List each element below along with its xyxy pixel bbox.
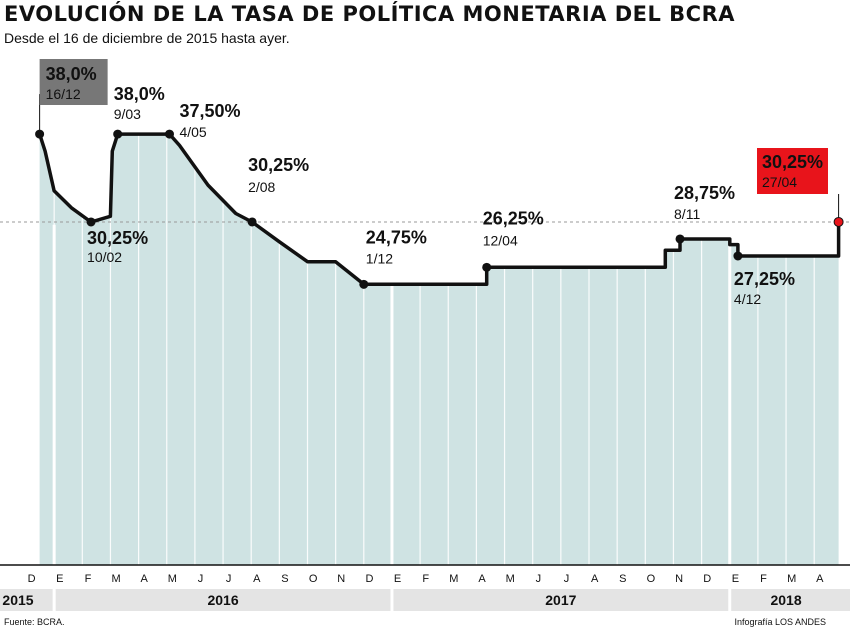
annotation-value: 24,75% <box>366 227 427 247</box>
marker <box>833 216 844 227</box>
annotation-value: 30,25% <box>248 155 309 175</box>
x-tick-label: D <box>28 573 36 585</box>
annotation-date: 16/12 <box>46 86 81 102</box>
chart-subtitle: Desde el 16 de diciembre de 2015 hasta a… <box>4 30 290 46</box>
x-tick-label: E <box>732 573 739 585</box>
x-tick-label: E <box>394 573 401 585</box>
marker <box>359 279 369 289</box>
x-tick-label: O <box>309 573 318 585</box>
annotation-date: 4/12 <box>734 291 761 307</box>
annotation-value: 28,75% <box>674 183 735 203</box>
x-tick-label: M <box>111 573 120 585</box>
year-band <box>0 589 850 611</box>
year-label: 2015 <box>2 592 33 608</box>
x-tick-label: J <box>226 573 232 585</box>
annotation-value: 38,0% <box>114 84 165 104</box>
year-label: 2018 <box>770 592 801 608</box>
x-tick-label: F <box>85 573 92 585</box>
x-tick-label: F <box>422 573 429 585</box>
annotation-date: 8/11 <box>674 206 700 222</box>
x-tick-label: F <box>760 573 767 585</box>
x-tick-label: A <box>141 573 149 585</box>
annotation-date: 1/12 <box>366 250 393 266</box>
x-tick-label: M <box>506 573 515 585</box>
year-label: 2017 <box>545 592 576 608</box>
annotation-date: 2/08 <box>248 179 275 195</box>
annotation-value: 38,0% <box>46 64 97 84</box>
x-tick-label: O <box>647 573 656 585</box>
x-tick-label: M <box>449 573 458 585</box>
x-tick-label: M <box>787 573 796 585</box>
last-value-box <box>757 148 828 194</box>
annotation-value: 30,25% <box>87 228 148 248</box>
x-tick-label: A <box>253 573 261 585</box>
annotation-date: 10/02 <box>87 249 122 265</box>
area-fill <box>39 134 839 565</box>
series-line <box>37 132 841 287</box>
x-tick-label: D <box>365 573 373 585</box>
annotation-value: 27,25% <box>734 269 795 289</box>
annotation-date: 12/04 <box>483 232 518 248</box>
annotation-value: 30,25% <box>762 152 823 172</box>
annotation-date: 9/03 <box>114 106 141 122</box>
x-tick-label: A <box>816 573 824 585</box>
source-note: Fuente: BCRA. <box>4 617 65 627</box>
x-tick-label: A <box>478 573 486 585</box>
marker <box>482 262 492 272</box>
marker <box>247 217 257 227</box>
marker <box>733 251 743 261</box>
x-tick-label: N <box>675 573 683 585</box>
annotation-value: 37,50% <box>179 101 240 121</box>
first-value-box <box>39 59 108 105</box>
marker <box>35 129 45 139</box>
x-tick-label: M <box>168 573 177 585</box>
annotation-date: 27/04 <box>762 174 797 190</box>
x-tick-label: D <box>703 573 711 585</box>
year-label: 2016 <box>207 592 238 608</box>
x-tick-label: S <box>281 573 288 585</box>
marker <box>113 129 123 139</box>
chart-title: EVOLUCIÓN DE LA TASA DE POLÍTICA MONETAR… <box>4 2 736 26</box>
x-tick-label: J <box>536 573 542 585</box>
marker <box>164 129 174 139</box>
x-tick-label: N <box>337 573 345 585</box>
x-tick-label: S <box>619 573 626 585</box>
credit-note: Infografía LOS ANDES <box>734 617 826 627</box>
x-tick-label: E <box>56 573 63 585</box>
x-tick-label: A <box>591 573 599 585</box>
x-tick-label: J <box>198 573 204 585</box>
annotation-date: 4/05 <box>179 124 206 140</box>
marker <box>675 234 685 244</box>
annotation-value: 26,25% <box>483 208 544 228</box>
x-tick-label: J <box>564 573 570 585</box>
marker <box>86 217 96 227</box>
